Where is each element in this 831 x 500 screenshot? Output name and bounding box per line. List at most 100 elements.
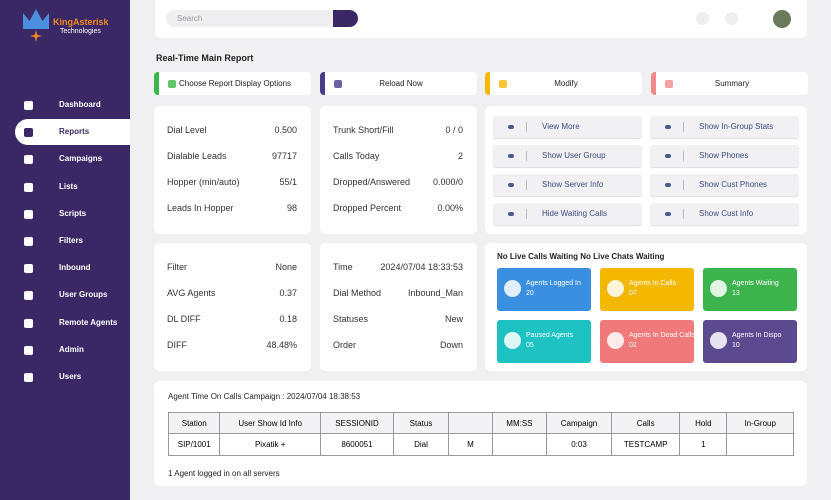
action-label: Show Cust Info: [699, 209, 754, 218]
action-button[interactable]: Show Phones: [650, 145, 799, 167]
stat-value: New: [444, 314, 463, 324]
sidebar: KingAsterisk Technologies Dashboard Repor…: [0, 0, 130, 500]
nav-item[interactable]: Inbound: [15, 255, 130, 281]
search-button[interactable]: [333, 10, 358, 27]
nav-label: Dashboard: [59, 100, 101, 109]
nav-icon: [24, 345, 33, 355]
search-input[interactable]: Search: [166, 10, 358, 27]
action-label: Show Phones: [699, 151, 749, 160]
stat-row: Filter None: [167, 262, 297, 272]
agent-card[interactable]: Agents In Calls 07: [600, 268, 694, 311]
card-label: Agents In Calls: [629, 280, 677, 287]
table-title: Agent Time On Calls Campaign : 2024/07/0…: [168, 392, 361, 401]
notification-icon[interactable]: [725, 12, 738, 25]
avatar[interactable]: [773, 10, 791, 28]
card-label: Agents In Dispo: [732, 332, 782, 339]
stat-value: 97717: [271, 151, 297, 161]
stat-row: Hopper (min/auto) 55/1: [167, 177, 297, 187]
nav-icon: [24, 291, 33, 301]
nav-item[interactable]: Lists: [15, 174, 130, 200]
stat-label: Dialable Leads: [167, 151, 227, 161]
stat-label: Filter: [167, 262, 187, 272]
action-label: Show Cust Phones: [699, 180, 768, 189]
nav-icon: [24, 237, 33, 246]
nav-item[interactable]: Scripts: [15, 201, 130, 227]
nav-item[interactable]: Reports: [15, 119, 130, 146]
agent-card[interactable]: Agents Logged In 20: [497, 268, 591, 311]
action-divider: [526, 180, 527, 190]
nav-item[interactable]: Filters: [15, 228, 130, 254]
card-icon: [710, 332, 727, 349]
agent-card[interactable]: Agents In Dead Calls 02: [600, 320, 695, 363]
action-divider: [683, 180, 684, 190]
nav-item[interactable]: Remote Agents: [15, 310, 130, 336]
action-divider: [683, 122, 684, 132]
stat-value: None: [275, 262, 297, 272]
nav-item[interactable]: User Groups: [15, 282, 130, 308]
nav-item[interactable]: Admin: [15, 337, 130, 363]
agents-panel: No Live Calls Waiting No Live Chats Wait…: [485, 243, 807, 371]
action-icon: [665, 212, 671, 216]
logo-name: KingAsterisk: [53, 17, 109, 27]
action-button[interactable]: Show User Group: [493, 145, 642, 167]
agent-card[interactable]: Agents In Dispo 10: [703, 320, 797, 363]
table-header-cell: In-Group: [726, 412, 794, 434]
stat-label: DL DIFF: [167, 314, 201, 324]
table-cell: [726, 433, 794, 456]
toolbar-label: Choose Report Display Options: [178, 79, 292, 88]
agent-card[interactable]: Paused Agents 05: [497, 320, 591, 363]
action-button[interactable]: Show In-Group Stats: [650, 116, 799, 138]
mail-icon[interactable]: [696, 12, 709, 25]
nav-label: Scripts: [59, 208, 87, 218]
table-header-cell: User Show Id Info: [219, 412, 321, 434]
nav-item[interactable]: Campaigns: [15, 146, 130, 172]
stat-label: AVG Agents: [167, 288, 216, 298]
toolbar-button[interactable]: Summary: [651, 72, 808, 95]
top-bar: Search: [155, 0, 807, 38]
action-button[interactable]: Show Cust Phones: [650, 174, 799, 196]
action-divider: [683, 151, 684, 161]
card-value: 05: [526, 342, 534, 349]
action-label: Hide Waiting Calls: [542, 209, 608, 218]
stat-label: Dropped Percent: [333, 203, 402, 213]
stat-row: Leads In Hopper 98: [167, 203, 297, 213]
toolbar-button[interactable]: Choose Report Display Options: [154, 72, 311, 95]
toolbar-button[interactable]: Reload Now: [320, 72, 477, 95]
logo-sub: Technologies: [60, 28, 101, 35]
stat-row: DIFF 48.48%: [167, 340, 297, 350]
stat-row: Dropped Percent 0.00%: [333, 203, 463, 213]
stat-row: DL DIFF 0.18: [167, 314, 297, 324]
nav-label: Remote Agents: [59, 317, 118, 327]
nav-label: Admin: [59, 344, 84, 354]
action-icon: [665, 183, 671, 187]
table-cell: M: [448, 433, 493, 456]
action-button[interactable]: Hide Waiting Calls: [493, 203, 642, 225]
table-header-cell: Hold: [679, 412, 728, 434]
nav-item[interactable]: Dashboard: [15, 92, 130, 118]
toolbar-icon: [499, 80, 507, 88]
card-label: Agents Waiting: [732, 280, 779, 287]
actions-panel: View More Show In-Group Stats Show User Gr…: [485, 106, 807, 234]
nav-icon: [24, 182, 33, 192]
table-header-cell: SESSIONID: [319, 412, 395, 434]
card-icon: [607, 332, 624, 349]
action-button[interactable]: Show Server Info: [493, 174, 642, 196]
stat-label: Dropped/Answered: [333, 177, 411, 187]
action-button[interactable]: Show Cust Info: [650, 203, 799, 225]
agent-card[interactable]: Agents Waiting 13: [703, 268, 797, 311]
stat-row: Time 2024/07/04 18:33:53: [333, 262, 463, 272]
nav-item[interactable]: Users: [15, 364, 130, 390]
table-header-cell: [448, 412, 493, 434]
status-text: No Live Calls Waiting No Live Chats Wait…: [497, 252, 665, 261]
table-header-cell: MM:SS: [491, 412, 547, 434]
action-icon: [508, 212, 514, 216]
action-label: Show In-Group Stats: [699, 122, 774, 131]
nav-icon: [24, 101, 33, 110]
toolbar-button[interactable]: Modify: [485, 72, 642, 95]
action-button[interactable]: View More: [493, 116, 642, 138]
logo-crown: [23, 9, 49, 29]
action-icon: [508, 183, 514, 187]
nav-icon: [24, 155, 33, 165]
table-cell: SIP/1001: [167, 433, 221, 456]
stat-row: Dial Method Inbound_Man: [333, 288, 463, 298]
